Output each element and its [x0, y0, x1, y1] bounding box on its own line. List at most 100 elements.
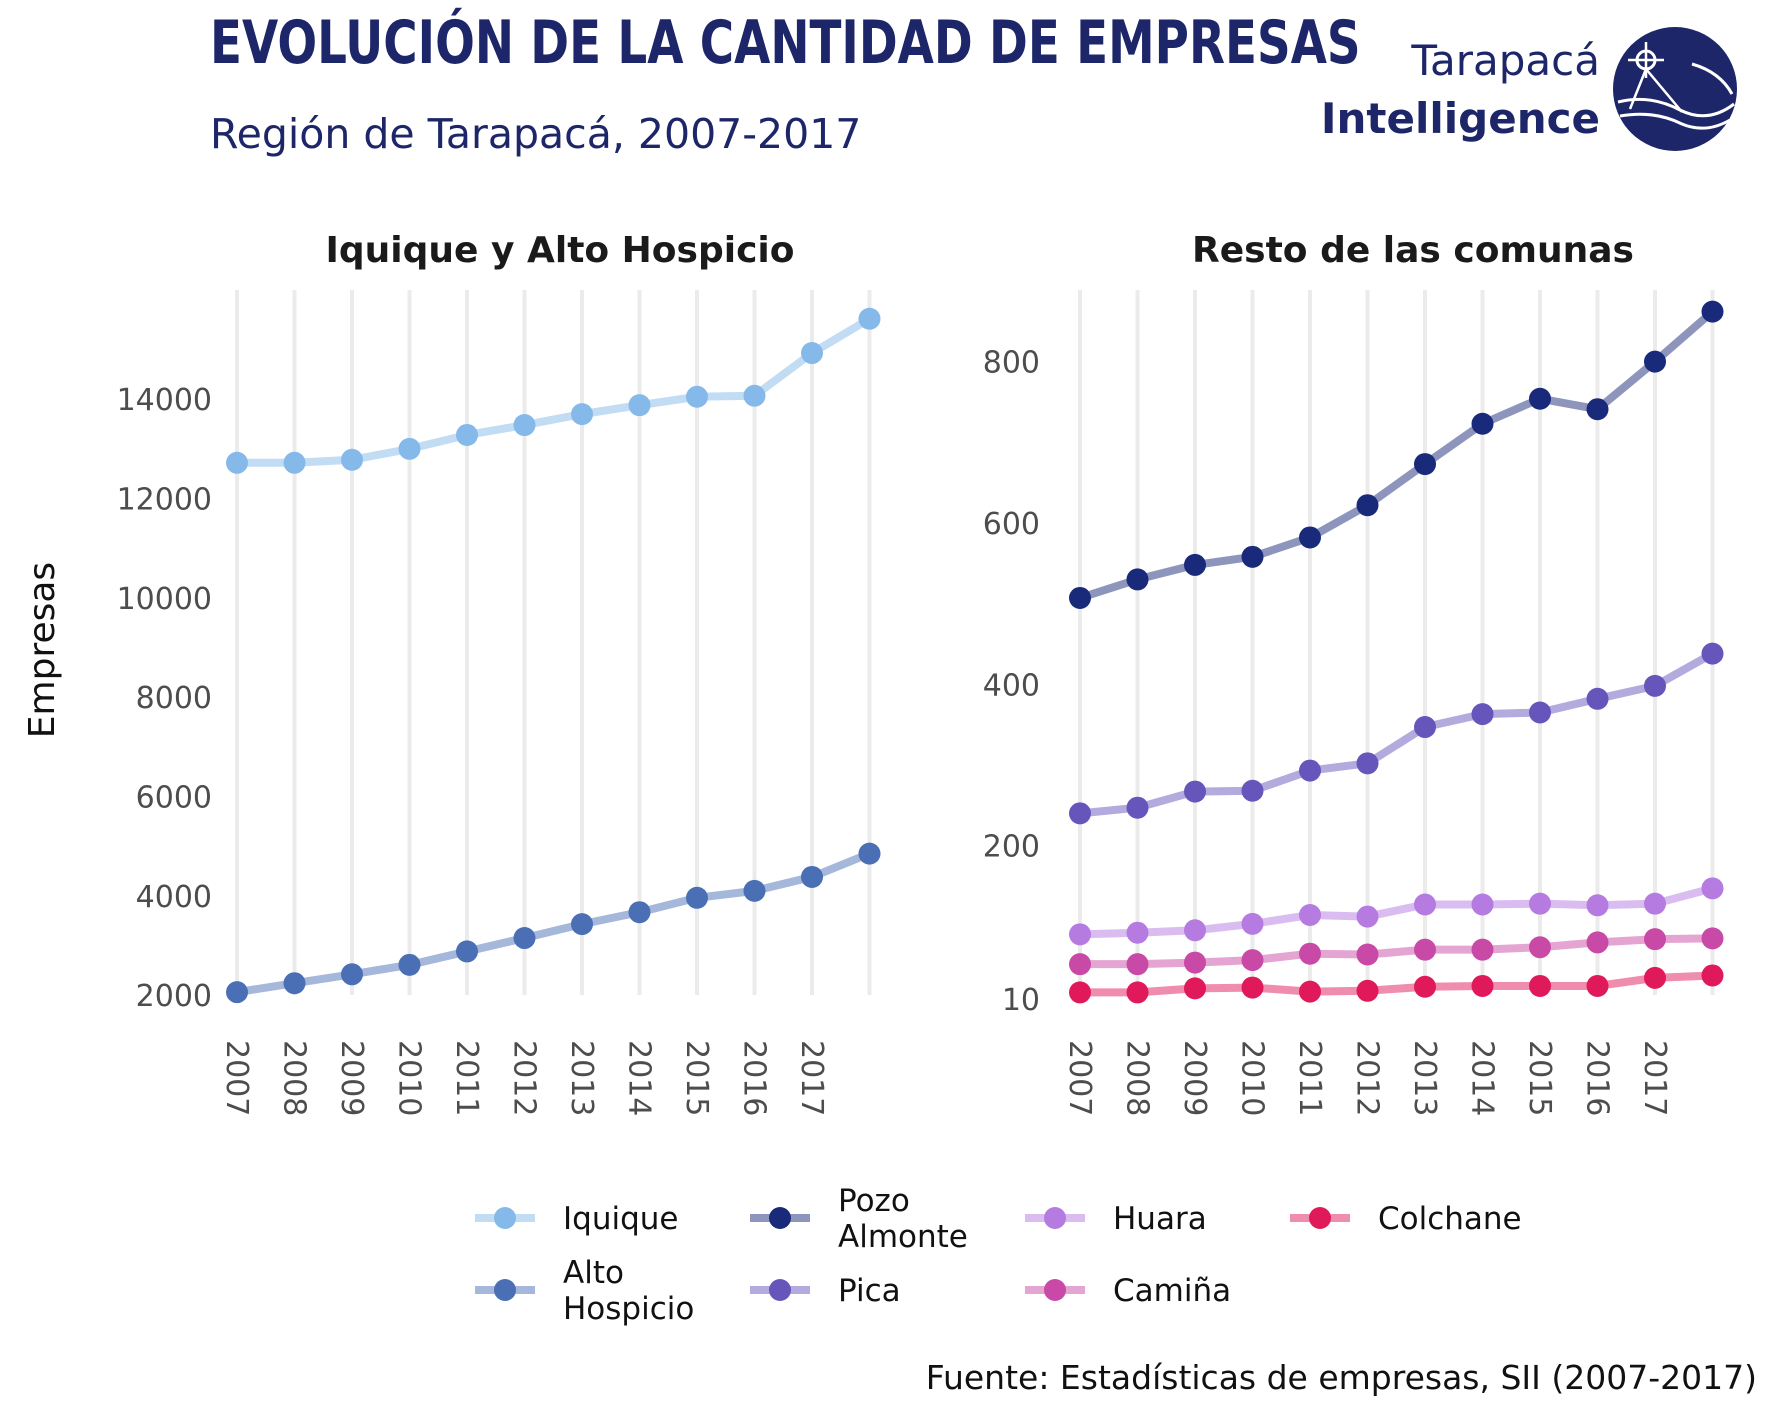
data-point-iquique [513, 414, 536, 437]
data-point-pozo-almonte [1069, 586, 1091, 609]
legend-label: Iquique [563, 1201, 678, 1237]
y-tick-label: 8000 [136, 681, 212, 716]
data-point-iquique [801, 342, 823, 365]
data-point-camina [1184, 951, 1206, 974]
data-point-alto-hospicio [628, 901, 651, 924]
data-point-colchane [1356, 979, 1379, 1002]
data-point-camina [1586, 931, 1609, 954]
data-point-camina [1241, 949, 1264, 972]
y-tick-label: 10000 [117, 582, 212, 617]
data-point-colchane [1586, 974, 1609, 997]
source-note: Fuente: Estadísticas de empresas, SII (2… [925, 1358, 1757, 1397]
data-point-colchane [1069, 981, 1091, 1004]
panel1-series [226, 307, 881, 1004]
data-point-pica [1356, 752, 1379, 775]
data-point-iquique [571, 403, 593, 426]
y-tick-label: 12000 [117, 483, 212, 518]
data-point-huara [1701, 877, 1724, 900]
x-tick-label: 2007 [1062, 1040, 1097, 1116]
series-line-colchane [1076, 971, 1717, 997]
y-tick-label: 6000 [136, 780, 212, 815]
data-point-camina [1644, 928, 1666, 951]
panel1-title: Iquique y Alto Hospicio [326, 230, 795, 271]
data-point-colchane [1126, 981, 1149, 1004]
data-point-colchane [1471, 974, 1494, 997]
data-point-pica [1126, 796, 1149, 819]
panel2-x-ticks: 2007 2008 2009 2010 2011 2012 2013 2014 2015 2016… [1062, 1040, 1672, 1116]
data-point-pica [1184, 780, 1206, 803]
data-point-huara [1069, 923, 1091, 946]
main-title: EVOLUCIÓN DE LA CANTIDAD DE EMPRESAS [210, 8, 1361, 78]
data-point-colchane [1701, 964, 1724, 987]
legend-label: Pozo [838, 1183, 910, 1219]
legend-label: Colchane [1378, 1201, 1522, 1237]
data-point-alto-hospicio [743, 879, 766, 902]
data-point-iquique [686, 385, 708, 408]
y-axis-title: Empresas [22, 562, 63, 738]
legend-key-point [769, 1279, 791, 1301]
data-point-colchane [1184, 977, 1206, 1000]
legend-key-point [494, 1279, 516, 1301]
x-tick-label: 2015 [679, 1040, 714, 1116]
legend-item-huara: Huara [1025, 1201, 1207, 1237]
data-point-colchane [1644, 966, 1666, 989]
data-point-pica [1701, 642, 1724, 665]
data-point-iquique [283, 451, 306, 474]
x-tick-label: 2012 [1350, 1040, 1385, 1116]
data-point-huara [1356, 905, 1379, 928]
data-point-camina [1299, 942, 1321, 965]
data-point-iquique [398, 437, 421, 460]
data-point-pozo-almonte [1471, 412, 1494, 435]
data-point-colchane [1241, 976, 1264, 999]
data-point-alto-hospicio [283, 972, 306, 995]
data-point-iquique [743, 384, 766, 407]
panel1-x-ticks: 2007 2008 2009 2010 2011 2012 2013 2014 2015 2016… [219, 1040, 829, 1116]
legend-item-camina: Camiña [1025, 1273, 1231, 1309]
data-point-iquique [226, 451, 248, 474]
data-point-camina [1414, 938, 1436, 961]
y-tick-label: 600 [983, 507, 1040, 542]
panel-resto-comunas: Resto de las comunas 10 200 400 600 800 2007… [983, 230, 1724, 1116]
data-point-huara [1241, 912, 1264, 935]
x-tick-label: 2013 [1407, 1040, 1442, 1116]
data-point-pozo-almonte [1701, 300, 1724, 323]
y-tick-label: 200 [983, 830, 1040, 865]
legend-label: Camiña [1113, 1273, 1231, 1309]
x-tick-label: 2012 [507, 1040, 542, 1116]
y-tick-label: 14000 [117, 383, 212, 418]
series-line-iquique [233, 314, 874, 467]
data-point-camina [1126, 953, 1149, 976]
data-point-huara [1644, 892, 1666, 915]
data-point-pozo-almonte [1644, 350, 1666, 373]
data-point-alto-hospicio [858, 842, 881, 865]
legend-label: Pica [838, 1273, 901, 1309]
x-tick-label: 2017 [794, 1040, 829, 1116]
data-point-pozo-almonte [1356, 494, 1379, 517]
data-point-pozo-almonte [1529, 387, 1551, 410]
data-point-pica [1414, 716, 1436, 739]
data-point-huara [1126, 921, 1149, 944]
y-tick-label: 2000 [136, 979, 212, 1014]
x-tick-label: 2011 [449, 1040, 484, 1116]
data-point-pica [1644, 674, 1666, 697]
x-tick-label: 2016 [1580, 1040, 1615, 1116]
x-tick-label: 2009 [334, 1040, 369, 1116]
data-point-pozo-almonte [1414, 453, 1436, 476]
data-point-pozo-almonte [1184, 553, 1206, 576]
x-tick-label: 2008 [277, 1040, 312, 1116]
panel-iquique-alto-hospicio: Iquique y Alto Hospicio 2000 4000 6000 8000… [22, 230, 881, 1116]
x-tick-label: 2008 [1120, 1040, 1155, 1116]
legend-key-point [1309, 1207, 1331, 1229]
legend-label: Almonte [838, 1219, 968, 1255]
brand-name-line1: Tarapacá [1411, 36, 1600, 85]
panel2-y-ticks: 10 200 400 600 800 [983, 346, 1040, 1018]
data-point-pica [1586, 687, 1609, 710]
data-point-colchane [1299, 980, 1321, 1003]
data-point-pozo-almonte [1126, 568, 1149, 591]
data-point-alto-hospicio [513, 927, 536, 950]
data-point-alto-hospicio [801, 865, 823, 888]
x-tick-label: 2010 [392, 1040, 427, 1116]
data-point-pica [1529, 701, 1551, 724]
